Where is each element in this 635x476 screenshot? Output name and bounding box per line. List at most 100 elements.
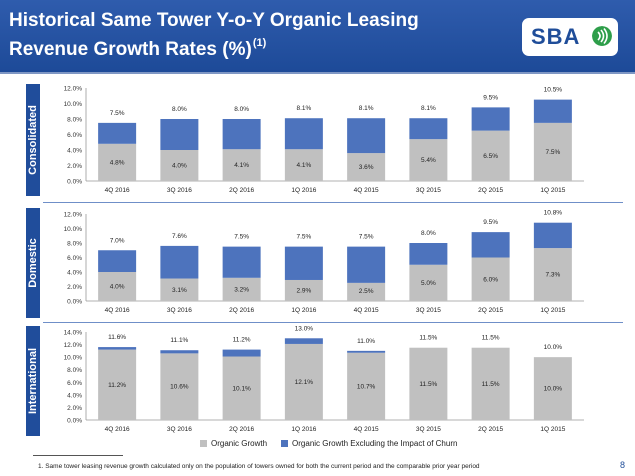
bar-excluding-churn — [284, 118, 323, 150]
data-label-organic: 11.5% — [419, 381, 437, 388]
data-label-organic: 3.2% — [234, 286, 249, 293]
panel-divider — [43, 322, 623, 323]
bar-excluding-churn — [284, 246, 323, 280]
x-tick-label: 4Q 2016 — [105, 187, 130, 194]
x-tick-label: 3Q 2016 — [167, 426, 192, 433]
x-tick-label: 2Q 2016 — [229, 426, 254, 433]
x-tick-label: 3Q 2016 — [167, 307, 192, 314]
data-label-organic: 6.0% — [483, 276, 498, 283]
bar-excluding-churn — [98, 122, 137, 144]
data-label-total: 11.5% — [419, 335, 437, 342]
x-tick-label: 2Q 2015 — [478, 187, 503, 194]
y-tick-label: 14.0% — [64, 330, 83, 337]
bar-organic — [222, 149, 261, 181]
bar-excluding-churn — [160, 245, 199, 279]
x-tick-label: 4Q 2016 — [105, 307, 130, 314]
legend-item-organic: Organic Growth — [200, 439, 267, 448]
data-label-organic: 10.6% — [170, 384, 189, 391]
data-label-organic: 11.2% — [108, 382, 126, 389]
footnote-rule — [33, 455, 123, 456]
x-tick-label: 3Q 2015 — [416, 426, 441, 433]
bar-organic — [409, 264, 448, 301]
data-label-total: 10.0% — [544, 344, 563, 351]
chart-legend: Organic Growth Organic Growth Excluding … — [200, 439, 457, 448]
y-tick-label: 4.0% — [67, 148, 82, 155]
data-label-organic: 4.0% — [110, 284, 125, 291]
data-label-total: 7.5% — [234, 234, 249, 241]
y-tick-label: 10.0% — [64, 226, 83, 233]
y-tick-label: 6.0% — [67, 132, 82, 139]
bar-excluding-churn — [347, 118, 386, 154]
data-label-total: 11.5% — [482, 335, 500, 342]
slide-title: Historical Same Tower Y-o-Y Organic Leas… — [9, 9, 509, 61]
data-label-organic: 2.5% — [359, 288, 374, 295]
x-tick-label: 4Q 2015 — [354, 307, 379, 314]
data-label-total: 8.1% — [296, 105, 311, 112]
page-number: 8 — [620, 460, 626, 470]
sidebar-international: International — [26, 326, 40, 436]
bar-organic — [471, 347, 510, 420]
y-tick-label: 0.0% — [67, 418, 82, 425]
legend-swatch-excluding-churn — [281, 440, 289, 447]
header-banner: Historical Same Tower Y-o-Y Organic Leas… — [0, 0, 635, 74]
bar-excluding-churn — [98, 347, 137, 350]
data-label-organic: 2.9% — [296, 287, 311, 294]
data-label-total: 13.0% — [295, 325, 314, 332]
y-tick-label: 12.0% — [64, 212, 83, 219]
y-tick-label: 4.0% — [67, 392, 82, 399]
data-label-total: 8.0% — [172, 106, 187, 113]
bar-organic — [98, 349, 137, 420]
data-label-total: 11.0% — [357, 338, 375, 345]
y-tick-label: 6.0% — [67, 380, 82, 387]
bar-excluding-churn — [347, 350, 386, 353]
y-tick-label: 6.0% — [67, 255, 82, 262]
bar-organic — [222, 277, 261, 301]
bar-organic — [160, 353, 199, 420]
data-label-total: 8.0% — [234, 106, 249, 113]
bar-excluding-churn — [471, 107, 510, 131]
bar-organic — [284, 279, 323, 301]
y-tick-label: 10.0% — [64, 355, 83, 362]
x-tick-label: 2Q 2015 — [478, 307, 503, 314]
data-label-total: 7.6% — [172, 233, 187, 240]
bar-organic — [284, 149, 323, 181]
x-tick-label: 3Q 2015 — [416, 187, 441, 194]
bar-excluding-churn — [471, 232, 510, 258]
data-label-organic: 3.6% — [359, 164, 374, 171]
x-tick-label: 4Q 2015 — [354, 187, 379, 194]
y-tick-label: 12.0% — [64, 342, 83, 349]
y-tick-label: 2.0% — [67, 405, 82, 412]
data-label-organic: 10.7% — [357, 383, 376, 390]
bar-excluding-churn — [347, 246, 386, 283]
x-tick-label: 3Q 2015 — [416, 307, 441, 314]
logo-text: SBA — [531, 24, 581, 49]
bar-excluding-churn — [409, 118, 448, 140]
y-tick-label: 10.0% — [64, 101, 83, 108]
data-label-organic: 4.0% — [172, 163, 187, 170]
bar-organic — [533, 357, 572, 420]
y-tick-label: 0.0% — [67, 299, 82, 306]
y-tick-label: 2.0% — [67, 163, 82, 170]
bar-organic — [347, 282, 386, 301]
bar-excluding-churn — [409, 243, 448, 265]
bar-organic — [533, 122, 572, 181]
title-footnote-marker: (1) — [252, 37, 267, 49]
x-tick-label: 4Q 2015 — [354, 426, 379, 433]
data-label-total: 7.5% — [359, 234, 374, 241]
data-label-total: 9.5% — [483, 219, 498, 226]
x-tick-label: 1Q 2015 — [540, 307, 565, 314]
data-label-organic: 10.1% — [232, 385, 251, 392]
data-label-organic: 3.1% — [172, 287, 187, 294]
data-label-organic: 12.1% — [295, 379, 314, 386]
bar-organic — [222, 356, 261, 420]
sidebar-domestic: Domestic — [26, 208, 40, 318]
y-tick-label: 4.0% — [67, 270, 82, 277]
legend-item-excluding-churn: Organic Growth Excluding the Impact of C… — [281, 439, 457, 448]
y-tick-label: 0.0% — [67, 179, 82, 186]
footnote: 1. Same tower leasing revenue growth cal… — [38, 463, 480, 470]
panel-divider — [43, 202, 623, 203]
y-tick-label: 12.0% — [64, 86, 83, 93]
bar-excluding-churn — [222, 246, 261, 278]
y-tick-label: 8.0% — [67, 117, 82, 124]
bar-excluding-churn — [160, 350, 199, 354]
